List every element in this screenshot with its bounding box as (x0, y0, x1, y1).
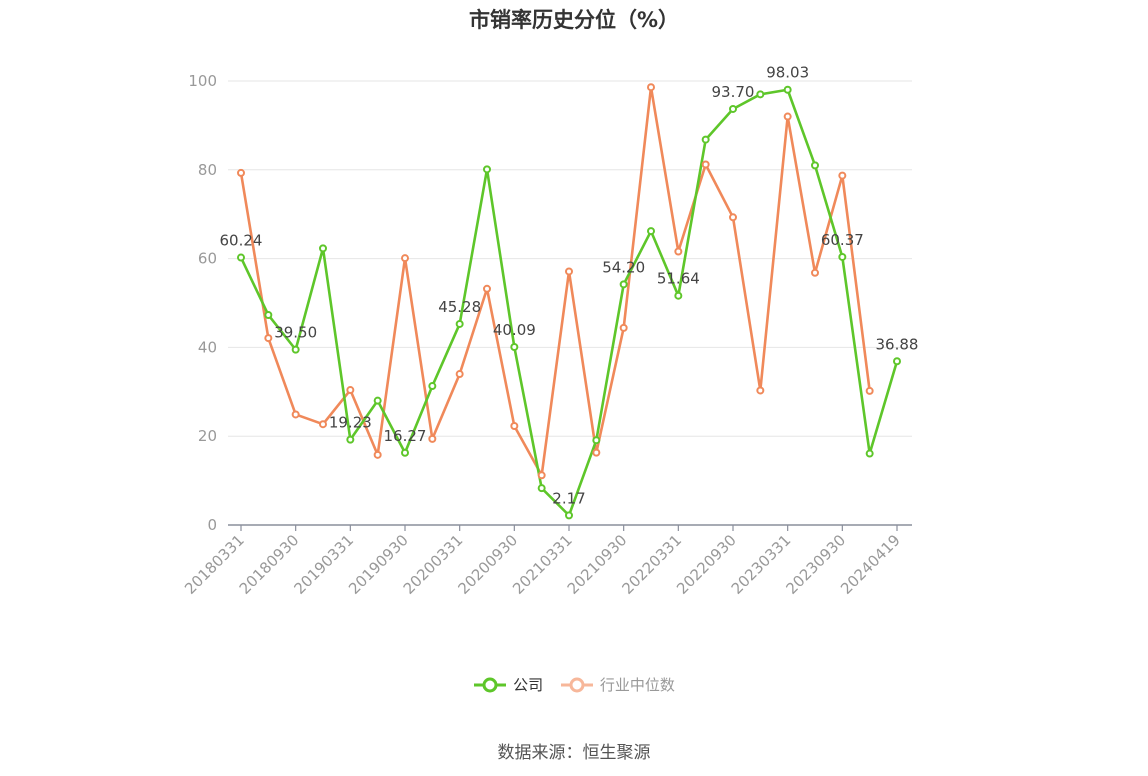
company-data-point (291, 345, 300, 354)
x-tick-label: 20240419 (837, 531, 904, 598)
company-data-label: 51.64 (657, 270, 700, 288)
y-tick-label: 100 (188, 72, 217, 90)
company-data-point (783, 85, 792, 94)
company-data-label: 40.09 (493, 321, 536, 339)
industry-data-point (346, 386, 355, 395)
company-data-point (346, 435, 355, 444)
company-data-point (756, 90, 765, 99)
company-data-point (811, 161, 819, 170)
company-data-point (592, 436, 601, 445)
legend-item-industry[interactable]: 行业中位数 (560, 674, 675, 695)
legend: 公司 行业中位数 (0, 674, 1148, 697)
grid-lines (228, 80, 912, 437)
industry-data-point (674, 247, 683, 256)
company-data-label: 45.28 (438, 298, 481, 316)
company-data-label: 19.23 (329, 414, 372, 432)
company-data-point (483, 165, 491, 174)
x-axis-ticks: 2018033120180930201903312019093020200331… (181, 525, 904, 598)
company-data-point (510, 343, 519, 352)
company-data-label: 36.88 (876, 335, 919, 353)
industry-legend-icon (560, 677, 593, 692)
industry-data-point (729, 213, 737, 222)
industry-data-point (619, 323, 628, 332)
company-data-label: 2.17 (552, 489, 585, 507)
industry-data-point (811, 268, 819, 277)
company-series-line (239, 88, 899, 517)
y-tick-label: 0 (207, 516, 217, 534)
company-data-point (838, 252, 847, 261)
industry-data-point (701, 160, 710, 169)
industry-data-point (865, 386, 874, 395)
company-data-label: 60.37 (821, 231, 864, 249)
industry-data-point (756, 386, 765, 395)
legend-label-industry: 行业中位数 (599, 676, 675, 694)
company-data-point (865, 449, 874, 458)
company-data-point (319, 244, 327, 253)
industry-data-point (373, 450, 382, 459)
company-data-point (565, 511, 573, 520)
company-data-point (401, 448, 409, 457)
industry-data-point (319, 420, 327, 429)
industry-data-point (537, 471, 546, 480)
company-data-point (264, 310, 273, 319)
y-tick-label: 40 (198, 338, 217, 356)
company-data-label: 16.27 (384, 427, 427, 445)
company-data-label: 39.50 (274, 324, 317, 342)
industry-data-point (592, 448, 601, 457)
y-tick-label: 20 (198, 427, 217, 445)
industry-data-point (264, 334, 273, 343)
chart-title: 市销率历史分位（%） (468, 8, 680, 32)
y-axis-ticks: 0 20 40 60 80 100 (188, 72, 217, 534)
legend-label-company: 公司 (513, 676, 544, 694)
industry-data-point (783, 112, 792, 121)
industry-data-point (291, 410, 300, 419)
company-data-point (729, 104, 737, 113)
company-data-point (373, 396, 382, 405)
company-data-point (674, 291, 683, 300)
industry-data-point (647, 83, 655, 92)
industry-data-point (401, 254, 409, 263)
industry-data-point (428, 434, 437, 443)
industry-data-point (455, 370, 464, 379)
company-data-label: 54.20 (602, 258, 645, 276)
company-data-label: 98.03 (766, 64, 809, 82)
line-chart: 0 20 40 60 80 100 201803312018093020190331201… (181, 64, 919, 598)
industry-data-point (483, 284, 491, 293)
industry-data-point (237, 168, 245, 177)
company-data-label: 93.70 (712, 83, 755, 101)
company-data-point (893, 357, 901, 366)
industry-data-point (510, 421, 519, 430)
data-labels: 60.24 39.50 19.23 16.27 45.28 40.09 2.17 54.20 5… (220, 64, 919, 508)
company-data-label: 60.24 (220, 232, 263, 250)
company-legend-icon (474, 677, 507, 692)
data-source: 数据来源：恒生聚源 (497, 743, 651, 763)
company-data-point (647, 227, 655, 236)
company-data-point (428, 382, 437, 391)
y-tick-label: 60 (198, 250, 217, 268)
industry-series-line (239, 85, 871, 477)
company-data-point (237, 253, 245, 262)
series-lines (239, 85, 899, 517)
company-data-point (537, 484, 546, 493)
series-points (237, 83, 901, 520)
company-data-point (455, 319, 464, 328)
company-data-point (701, 135, 710, 144)
industry-data-point (838, 171, 847, 180)
y-tick-label: 80 (198, 161, 217, 179)
company-data-point (619, 280, 628, 289)
legend-item-company[interactable]: 公司 (473, 674, 543, 695)
industry-data-point (565, 267, 573, 276)
